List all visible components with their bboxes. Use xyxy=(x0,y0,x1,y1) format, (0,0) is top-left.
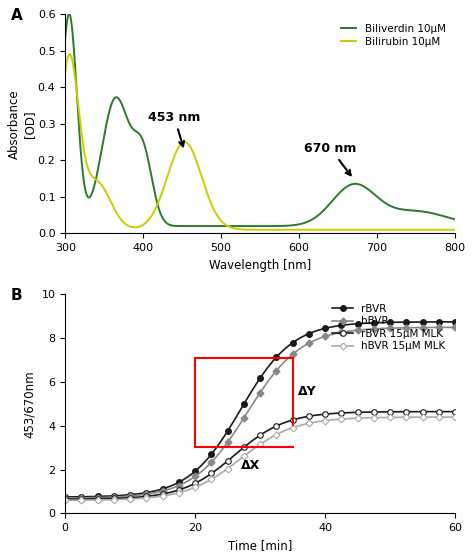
Text: B: B xyxy=(10,288,22,302)
hBVR 15μM MLK xyxy=(306,420,312,427)
Line: hBVR: hBVR xyxy=(63,325,457,501)
rBVR xyxy=(63,493,68,500)
rBVR 15μM MLK xyxy=(63,496,68,502)
Text: 453 nm: 453 nm xyxy=(148,111,201,146)
Line: hBVR 15μM MLK: hBVR 15μM MLK xyxy=(63,414,457,503)
rBVR xyxy=(101,493,107,500)
Bilirubin 10μM xyxy=(367,226,373,233)
Line: Biliverdin 10μM: Biliverdin 10μM xyxy=(65,14,455,226)
Biliverdin 10μM xyxy=(331,196,337,203)
Biliverdin 10μM xyxy=(452,216,458,223)
hBVR 15μM MLK xyxy=(228,463,234,469)
Biliverdin 10μM xyxy=(221,223,227,230)
Biliverdin 10μM xyxy=(374,193,380,200)
rBVR xyxy=(153,487,159,494)
Y-axis label: Absorbance
[OD]: Absorbance [OD] xyxy=(9,89,36,158)
rBVR xyxy=(306,330,312,337)
rBVR 15μM MLK xyxy=(228,455,234,461)
rBVR 15μM MLK xyxy=(426,408,432,415)
Text: A: A xyxy=(10,8,22,22)
rBVR 15μM MLK xyxy=(153,492,159,498)
hBVR xyxy=(452,324,458,331)
hBVR xyxy=(326,332,331,339)
hBVR 15μM MLK xyxy=(63,497,68,503)
rBVR xyxy=(326,324,331,331)
Legend: Biliverdin 10μM, Bilirubin 10μM: Biliverdin 10μM, Bilirubin 10μM xyxy=(337,20,450,51)
Bilirubin 10μM xyxy=(63,68,68,75)
Bilirubin 10μM xyxy=(220,220,226,226)
Bilirubin 10μM xyxy=(374,226,380,233)
Line: Bilirubin 10μM: Bilirubin 10μM xyxy=(65,54,455,230)
Text: ΔY: ΔY xyxy=(298,385,317,398)
Text: ΔX: ΔX xyxy=(241,459,260,472)
hBVR 15μM MLK xyxy=(101,497,107,503)
Bilirubin 10μM xyxy=(102,188,108,194)
hBVR 15μM MLK xyxy=(452,414,458,421)
Line: rBVR: rBVR xyxy=(63,319,458,500)
hBVR xyxy=(101,494,107,501)
hBVR 15μM MLK xyxy=(153,493,159,500)
rBVR 15μM MLK xyxy=(306,413,312,419)
Biliverdin 10μM xyxy=(367,188,373,194)
Biliverdin 10μM xyxy=(66,11,72,17)
Line: rBVR 15μM MLK: rBVR 15μM MLK xyxy=(63,409,458,502)
Bilirubin 10μM xyxy=(235,226,240,232)
hBVR xyxy=(306,340,312,347)
hBVR xyxy=(228,435,234,441)
Biliverdin 10μM xyxy=(208,223,214,230)
rBVR xyxy=(426,319,432,325)
hBVR xyxy=(63,494,68,501)
hBVR 15μM MLK xyxy=(326,417,331,423)
X-axis label: Time [min]: Time [min] xyxy=(228,539,292,552)
rBVR xyxy=(228,422,234,429)
hBVR xyxy=(153,489,159,496)
rBVR 15μM MLK xyxy=(452,408,458,415)
Text: 670 nm: 670 nm xyxy=(304,142,356,175)
Y-axis label: 453/670nm: 453/670nm xyxy=(23,370,36,437)
hBVR xyxy=(426,324,432,331)
Bilirubin 10μM xyxy=(67,51,73,58)
rBVR xyxy=(452,319,458,325)
hBVR 15μM MLK xyxy=(426,414,432,421)
Biliverdin 10μM xyxy=(102,126,108,133)
Bilirubin 10μM xyxy=(330,226,336,233)
rBVR 15μM MLK xyxy=(326,410,331,417)
Legend: rBVR, hBVR, rBVR 15μM MLK, hBVR 15μM MLK: rBVR, hBVR, rBVR 15μM MLK, hBVR 15μM MLK xyxy=(328,300,450,356)
Biliverdin 10μM xyxy=(63,36,68,43)
Bilirubin 10μM xyxy=(452,226,458,233)
X-axis label: Wavelength [nm]: Wavelength [nm] xyxy=(209,259,311,272)
rBVR 15μM MLK xyxy=(101,496,107,502)
Bilirubin 10μM xyxy=(336,226,341,233)
Biliverdin 10μM xyxy=(235,223,240,230)
